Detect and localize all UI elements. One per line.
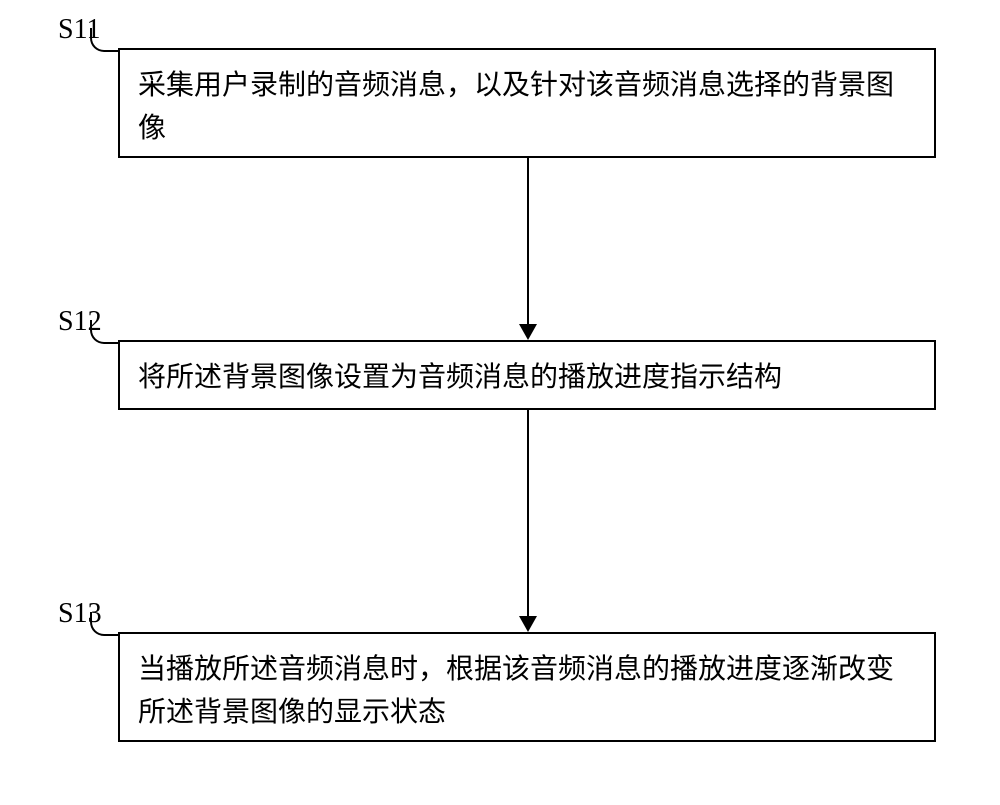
label-connector-s11 <box>90 28 118 52</box>
step-text-s12: 将所述背景图像设置为音频消息的播放进度指示结构 <box>138 362 782 393</box>
arrow-s12-s13 <box>527 410 529 616</box>
step-box-s11: 采集用户录制的音频消息，以及针对该音频消息选择的背景图像 <box>118 48 936 158</box>
arrow-head-s11-s12 <box>519 324 537 340</box>
arrow-head-s12-s13 <box>519 616 537 632</box>
arrow-s11-s12 <box>527 158 529 324</box>
step-box-s12: 将所述背景图像设置为音频消息的播放进度指示结构 <box>118 340 936 410</box>
label-connector-s12 <box>90 320 118 344</box>
label-connector-s13 <box>90 612 118 636</box>
flowchart-canvas: S11 采集用户录制的音频消息，以及针对该音频消息选择的背景图像 S12 将所述… <box>0 0 1000 805</box>
step-text-s13: 当播放所述音频消息时，根据该音频消息的播放进度逐渐改变所述背景图像的显示状态 <box>138 654 894 728</box>
step-box-s13: 当播放所述音频消息时，根据该音频消息的播放进度逐渐改变所述背景图像的显示状态 <box>118 632 936 742</box>
step-text-s11: 采集用户录制的音频消息，以及针对该音频消息选择的背景图像 <box>138 70 894 144</box>
